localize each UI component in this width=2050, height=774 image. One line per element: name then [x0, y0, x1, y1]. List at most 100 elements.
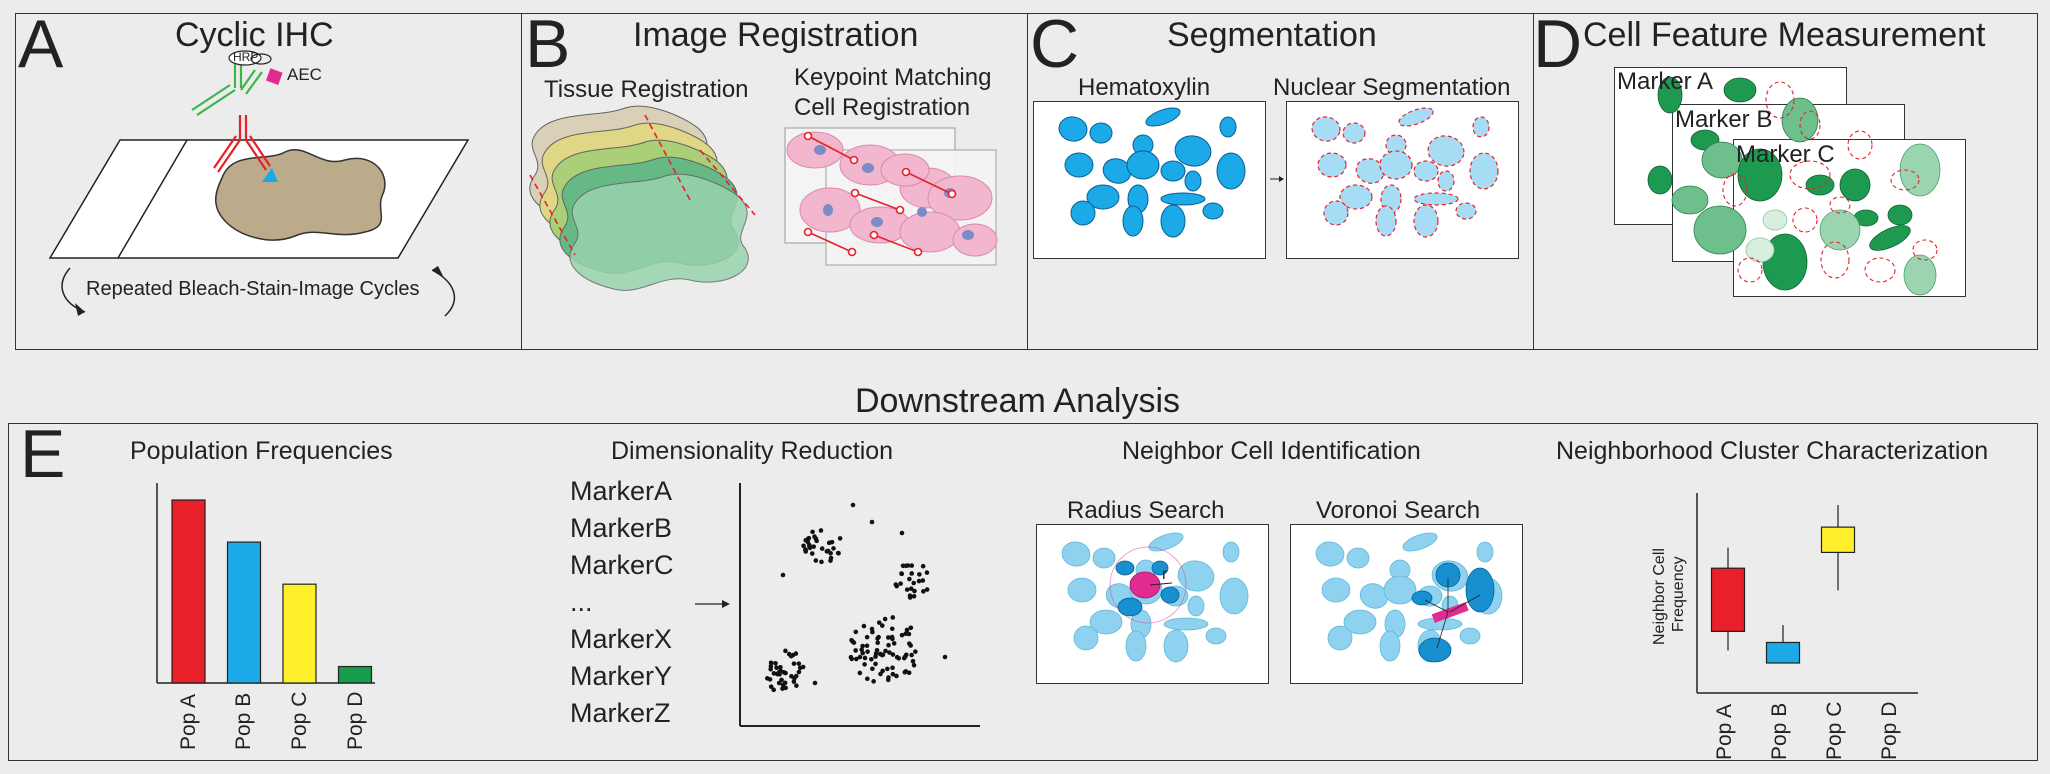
cell-nucleus [1092, 547, 1116, 569]
scatter-point [904, 627, 910, 633]
scatter-point [875, 640, 880, 646]
neighbor-title: Neighbor Cell Identification [1122, 437, 1421, 465]
scatter-point [899, 571, 904, 576]
cell-nucleus [1427, 135, 1465, 167]
keypoint-matching-label: Keypoint Matching [794, 64, 992, 91]
panel-d-title: Cell Feature Measurement [1583, 16, 1986, 54]
scatter-point [917, 572, 922, 577]
scatter-point [909, 571, 915, 576]
scatter-point [899, 632, 905, 638]
scatter-point [906, 641, 912, 646]
scatter-point [767, 677, 773, 682]
scatter-point [853, 629, 859, 635]
scatter-point [873, 661, 878, 667]
cell-nucleus [1122, 205, 1144, 237]
scatter-point [819, 546, 825, 551]
cell-nucleus [1102, 158, 1132, 184]
scatter-point [794, 683, 799, 688]
cell-nucleus [1089, 609, 1123, 635]
scatter-point [894, 673, 899, 679]
scatter-point [876, 634, 881, 640]
marker-list: MarkerA MarkerB MarkerC ... MarkerX Mark… [570, 473, 674, 732]
cell-nucleus [1379, 150, 1413, 180]
scatter-point [812, 534, 817, 539]
cell-nucleus [1184, 170, 1202, 192]
scatter-point [813, 558, 819, 563]
cluster-cat-0: Pop A [1713, 703, 1736, 760]
scatter-point [812, 680, 818, 686]
scatter-point [771, 671, 777, 676]
scatter-point [883, 648, 888, 654]
scatter-point [908, 625, 914, 631]
scatter-point [806, 535, 812, 541]
aec-label: AEC [287, 65, 322, 84]
scatter-point [854, 656, 859, 662]
scatter-point [921, 589, 926, 594]
cluster-cat-3: Pop D [1878, 701, 1901, 760]
cell-nucleus [1375, 205, 1397, 237]
scatter-point [903, 631, 909, 637]
scatter-point [824, 549, 830, 554]
cell-nucleus [1383, 575, 1417, 605]
cell-nucleus [1202, 202, 1224, 220]
scatter-point [902, 669, 908, 675]
scatter-point [904, 587, 910, 592]
scatter-point [819, 559, 824, 565]
scatter-point [910, 658, 916, 664]
cell-nucleus [1222, 541, 1240, 563]
scatter-point [774, 665, 779, 670]
cell-nucleus [1160, 204, 1186, 238]
cell-nucleus [1058, 116, 1088, 142]
scatter-point [862, 662, 867, 667]
scatter-point [791, 661, 797, 666]
scatter-point [853, 648, 858, 653]
cell-nucleus [1061, 541, 1091, 567]
scatter-point [896, 655, 902, 661]
panel-c-title: Segmentation [1167, 16, 1377, 54]
scatter-point [886, 675, 891, 680]
scatter-point [864, 634, 870, 640]
scatter-point [783, 685, 788, 691]
pop-freq-bar [282, 583, 317, 684]
scatter-point [805, 539, 811, 545]
scatter-point [893, 582, 899, 587]
scatter-point [792, 676, 797, 681]
cell-nucleus [1067, 577, 1097, 603]
marker-list-item: MarkerC [570, 550, 674, 580]
panel-a-caption: Repeated Bleach-Stain-Image Cycles [86, 278, 420, 300]
pop-freq-bar [171, 499, 206, 684]
pop-freq-bar [226, 541, 262, 684]
box-body [1710, 567, 1746, 633]
scatter-point [857, 670, 863, 676]
scatter-point [848, 654, 854, 660]
scatter-point [898, 581, 903, 586]
scatter-point [870, 629, 875, 635]
scatter-point [783, 648, 788, 654]
nuclear-segmentation-label: Nuclear Segmentation [1273, 74, 1511, 101]
tissue-registration-label: Tissue Registration [544, 76, 749, 103]
scatter-point [913, 649, 918, 654]
cell-nucleus [1148, 532, 1184, 552]
scatter-point [782, 680, 788, 686]
cluster-cat-2: Pop C [1823, 701, 1846, 760]
marker-list-item: MarkerX [570, 624, 673, 654]
scatter-point [849, 637, 854, 643]
scatter-point [771, 687, 776, 693]
cell-nucleus [1219, 577, 1249, 615]
radius-r-label: r [1162, 566, 1168, 583]
scatter-point [911, 593, 917, 599]
scatter-point [899, 530, 905, 536]
marker-list-item: MarkerB [570, 513, 673, 543]
scatter-point [924, 587, 930, 592]
cell-nucleus [1413, 160, 1439, 182]
downstream-title: Downstream Analysis [855, 382, 1181, 420]
scatter-point [879, 623, 885, 628]
cluster-title: Neighborhood Cluster Characterization [1556, 437, 1989, 465]
cell-nucleus [1343, 609, 1377, 635]
scatter-point [890, 652, 896, 657]
